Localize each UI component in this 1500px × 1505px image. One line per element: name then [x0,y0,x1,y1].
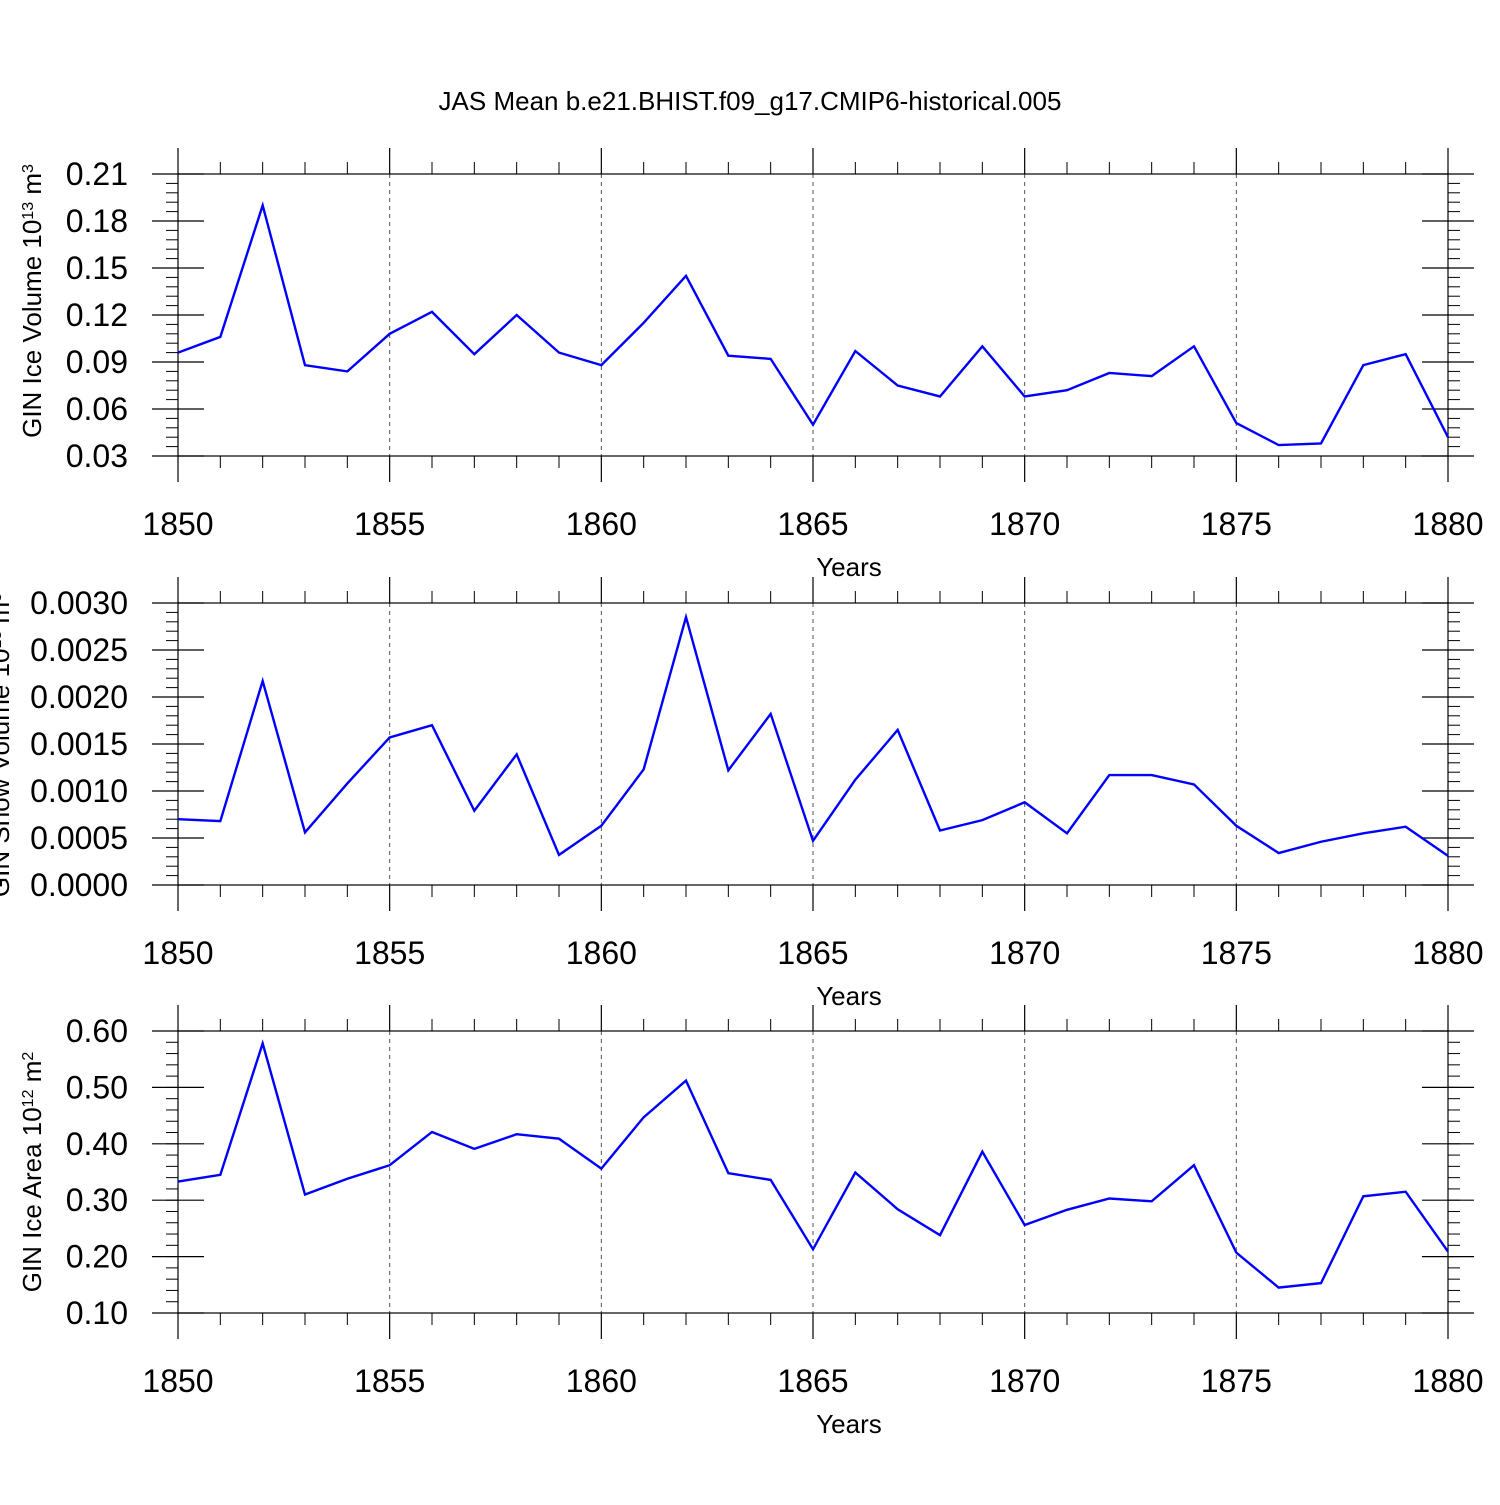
x-tick-label: 1850 [142,935,213,971]
x-tick-label: 1860 [566,506,637,542]
x-tick-label: 1850 [142,506,213,542]
main-title: JAS Mean b.e21.BHIST.f09_g17.CMIP6-histo… [439,86,1062,116]
y-tick-label: 0.18 [66,203,128,239]
x-tick-label: 1875 [1201,506,1272,542]
y-tick-label: 0.0030 [30,585,128,621]
y-tick-label: 0.03 [66,438,128,474]
y-tick-label: 0.06 [66,391,128,427]
x-tick-label: 1880 [1412,506,1483,542]
x-tick-label: 1855 [354,1363,425,1399]
y-tick-label: 0.0025 [30,632,128,668]
y-tick-label: 0.21 [66,156,128,192]
x-tick-label: 1860 [566,1363,637,1399]
y-tick-label: 0.12 [66,297,128,333]
y-tick-label: 0.09 [66,344,128,380]
series-line [177,1039,1449,1289]
x-tick-label: 1870 [989,506,1060,542]
y-axis-title: GIN Snow Volume 1013 m3 [0,593,15,897]
x-axis-title: Years [816,1409,882,1439]
x-tick-label: 1850 [142,1363,213,1399]
panel-1: 1850 1855 1860 1865 1870 1875 1880 0.03 0.06 0.09… [17,148,1484,582]
y-tick-label: 0.0010 [30,773,128,809]
x-tick-label: 1855 [354,935,425,971]
y-tick-label: 0.0015 [30,726,128,762]
y-tick-label: 0.15 [66,250,128,286]
x-axis-title: Years [816,981,882,1011]
series-line [177,201,1450,447]
x-tick-label: 1865 [777,935,848,971]
panel-3: 1850 1855 1860 1865 1870 1875 1880 0.10 0.20 0.30… [17,1005,1484,1439]
y-tick-label: 0.20 [66,1239,128,1275]
x-tick-label: 1860 [566,935,637,971]
x-tick-label: 1875 [1201,1363,1272,1399]
y-tick-label: 0.10 [66,1295,128,1331]
y-tick-label: 0.50 [66,1069,128,1105]
panel-2: 1850 1855 1860 1865 1870 1875 1880 0.0000 0.0005… [0,577,1484,1011]
y-tick-label: 0.0000 [30,867,128,903]
y-tick-label: 0.60 [66,1013,128,1049]
y-tick-label: 0.0020 [30,679,128,715]
x-tick-label: 1855 [354,506,425,542]
x-tick-label: 1880 [1412,1363,1483,1399]
x-tick-label: 1870 [989,935,1060,971]
y-axis-title: GIN Ice Area 1012 m2 [17,1052,47,1293]
series-line [177,612,1449,857]
y-tick-label: 0.40 [66,1126,128,1162]
x-tick-label: 1880 [1412,935,1483,971]
y-tick-label: 0.0005 [30,820,128,856]
y-tick-label: 0.30 [66,1182,128,1218]
x-axis-title: Years [816,552,882,582]
x-tick-label: 1870 [989,1363,1060,1399]
y-axis-title: GIN Ice Volume 1013 m3 [17,164,47,438]
panels: 1850 1855 1860 1865 1870 1875 1880 0.03 0.06 0.09… [0,148,1484,1439]
x-tick-label: 1865 [777,1363,848,1399]
x-tick-label: 1865 [777,506,848,542]
x-tick-label: 1875 [1201,935,1272,971]
